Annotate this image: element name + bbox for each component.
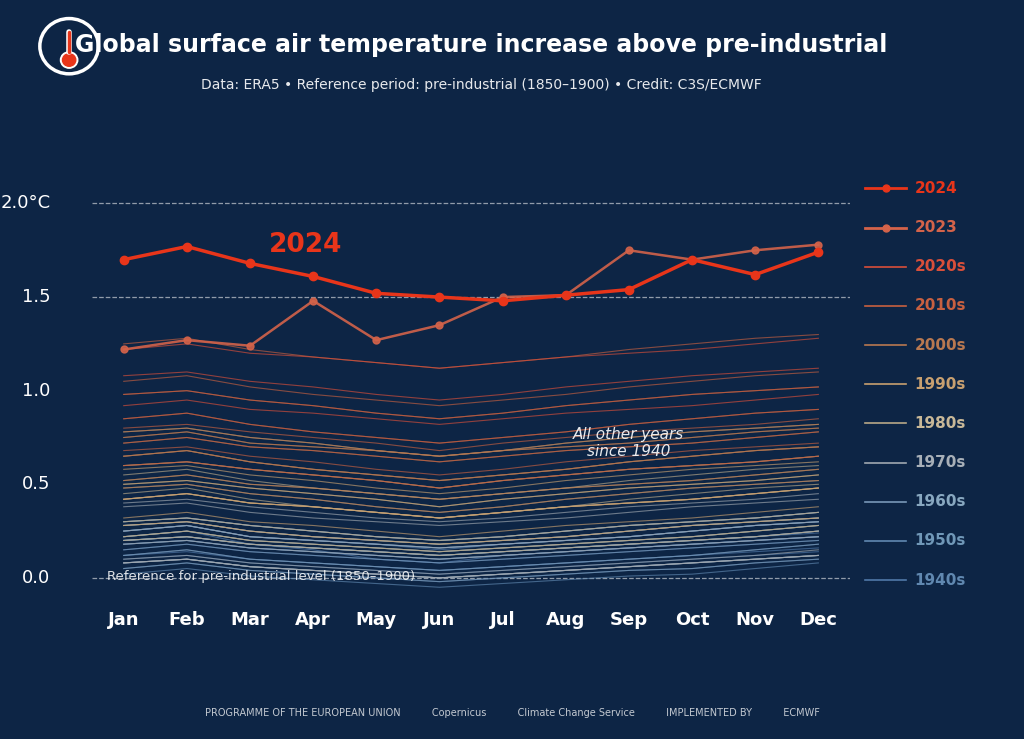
Text: PROGRAMME OF THE EUROPEAN UNION          Copernicus          Climate Change Serv: PROGRAMME OF THE EUROPEAN UNION Copernic… [205,708,819,718]
Circle shape [60,52,78,68]
Text: 2010s: 2010s [914,299,966,313]
Text: 1950s: 1950s [914,534,966,548]
Text: All other years
since 1940: All other years since 1940 [573,427,684,460]
Text: Global surface air temperature increase above pre-industrial: Global surface air temperature increase … [75,33,888,57]
Text: 1980s: 1980s [914,416,966,431]
Text: 2020s: 2020s [914,259,967,274]
Text: 2024: 2024 [269,232,342,258]
Text: 2.0°C: 2.0°C [0,194,50,213]
Text: 1940s: 1940s [914,573,966,588]
Text: 2000s: 2000s [914,338,966,353]
Text: 1970s: 1970s [914,455,966,470]
Text: 1.5: 1.5 [22,288,50,306]
Circle shape [62,54,76,67]
Text: Reference for pre-industrial level (1850–1900): Reference for pre-industrial level (1850… [108,570,416,583]
Text: 1960s: 1960s [914,494,966,509]
Text: 2023: 2023 [914,220,957,235]
Text: 0.5: 0.5 [22,475,50,494]
Text: 1990s: 1990s [914,377,966,392]
Text: 0.0: 0.0 [23,569,50,587]
Text: Data: ERA5 • Reference period: pre-industrial (1850–1900) • Credit: C3S/ECMWF: Data: ERA5 • Reference period: pre-indus… [201,78,762,92]
Text: 1.0: 1.0 [23,381,50,400]
Text: 2024: 2024 [914,181,957,196]
